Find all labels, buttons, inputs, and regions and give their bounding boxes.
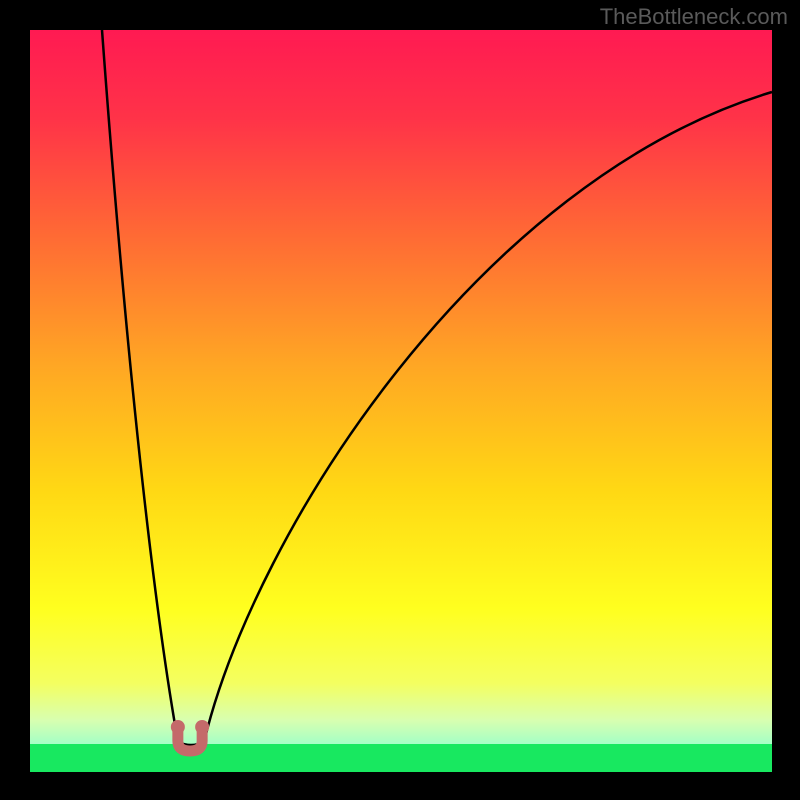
- base-marker-dot-left: [171, 720, 185, 734]
- bottleneck-chart: [0, 0, 800, 800]
- watermark-text: TheBottleneck.com: [600, 4, 788, 30]
- gradient-background: [30, 30, 772, 772]
- bottom-band: [30, 744, 772, 772]
- base-marker-dot-right: [195, 720, 209, 734]
- chart-container: TheBottleneck.com: [0, 0, 800, 800]
